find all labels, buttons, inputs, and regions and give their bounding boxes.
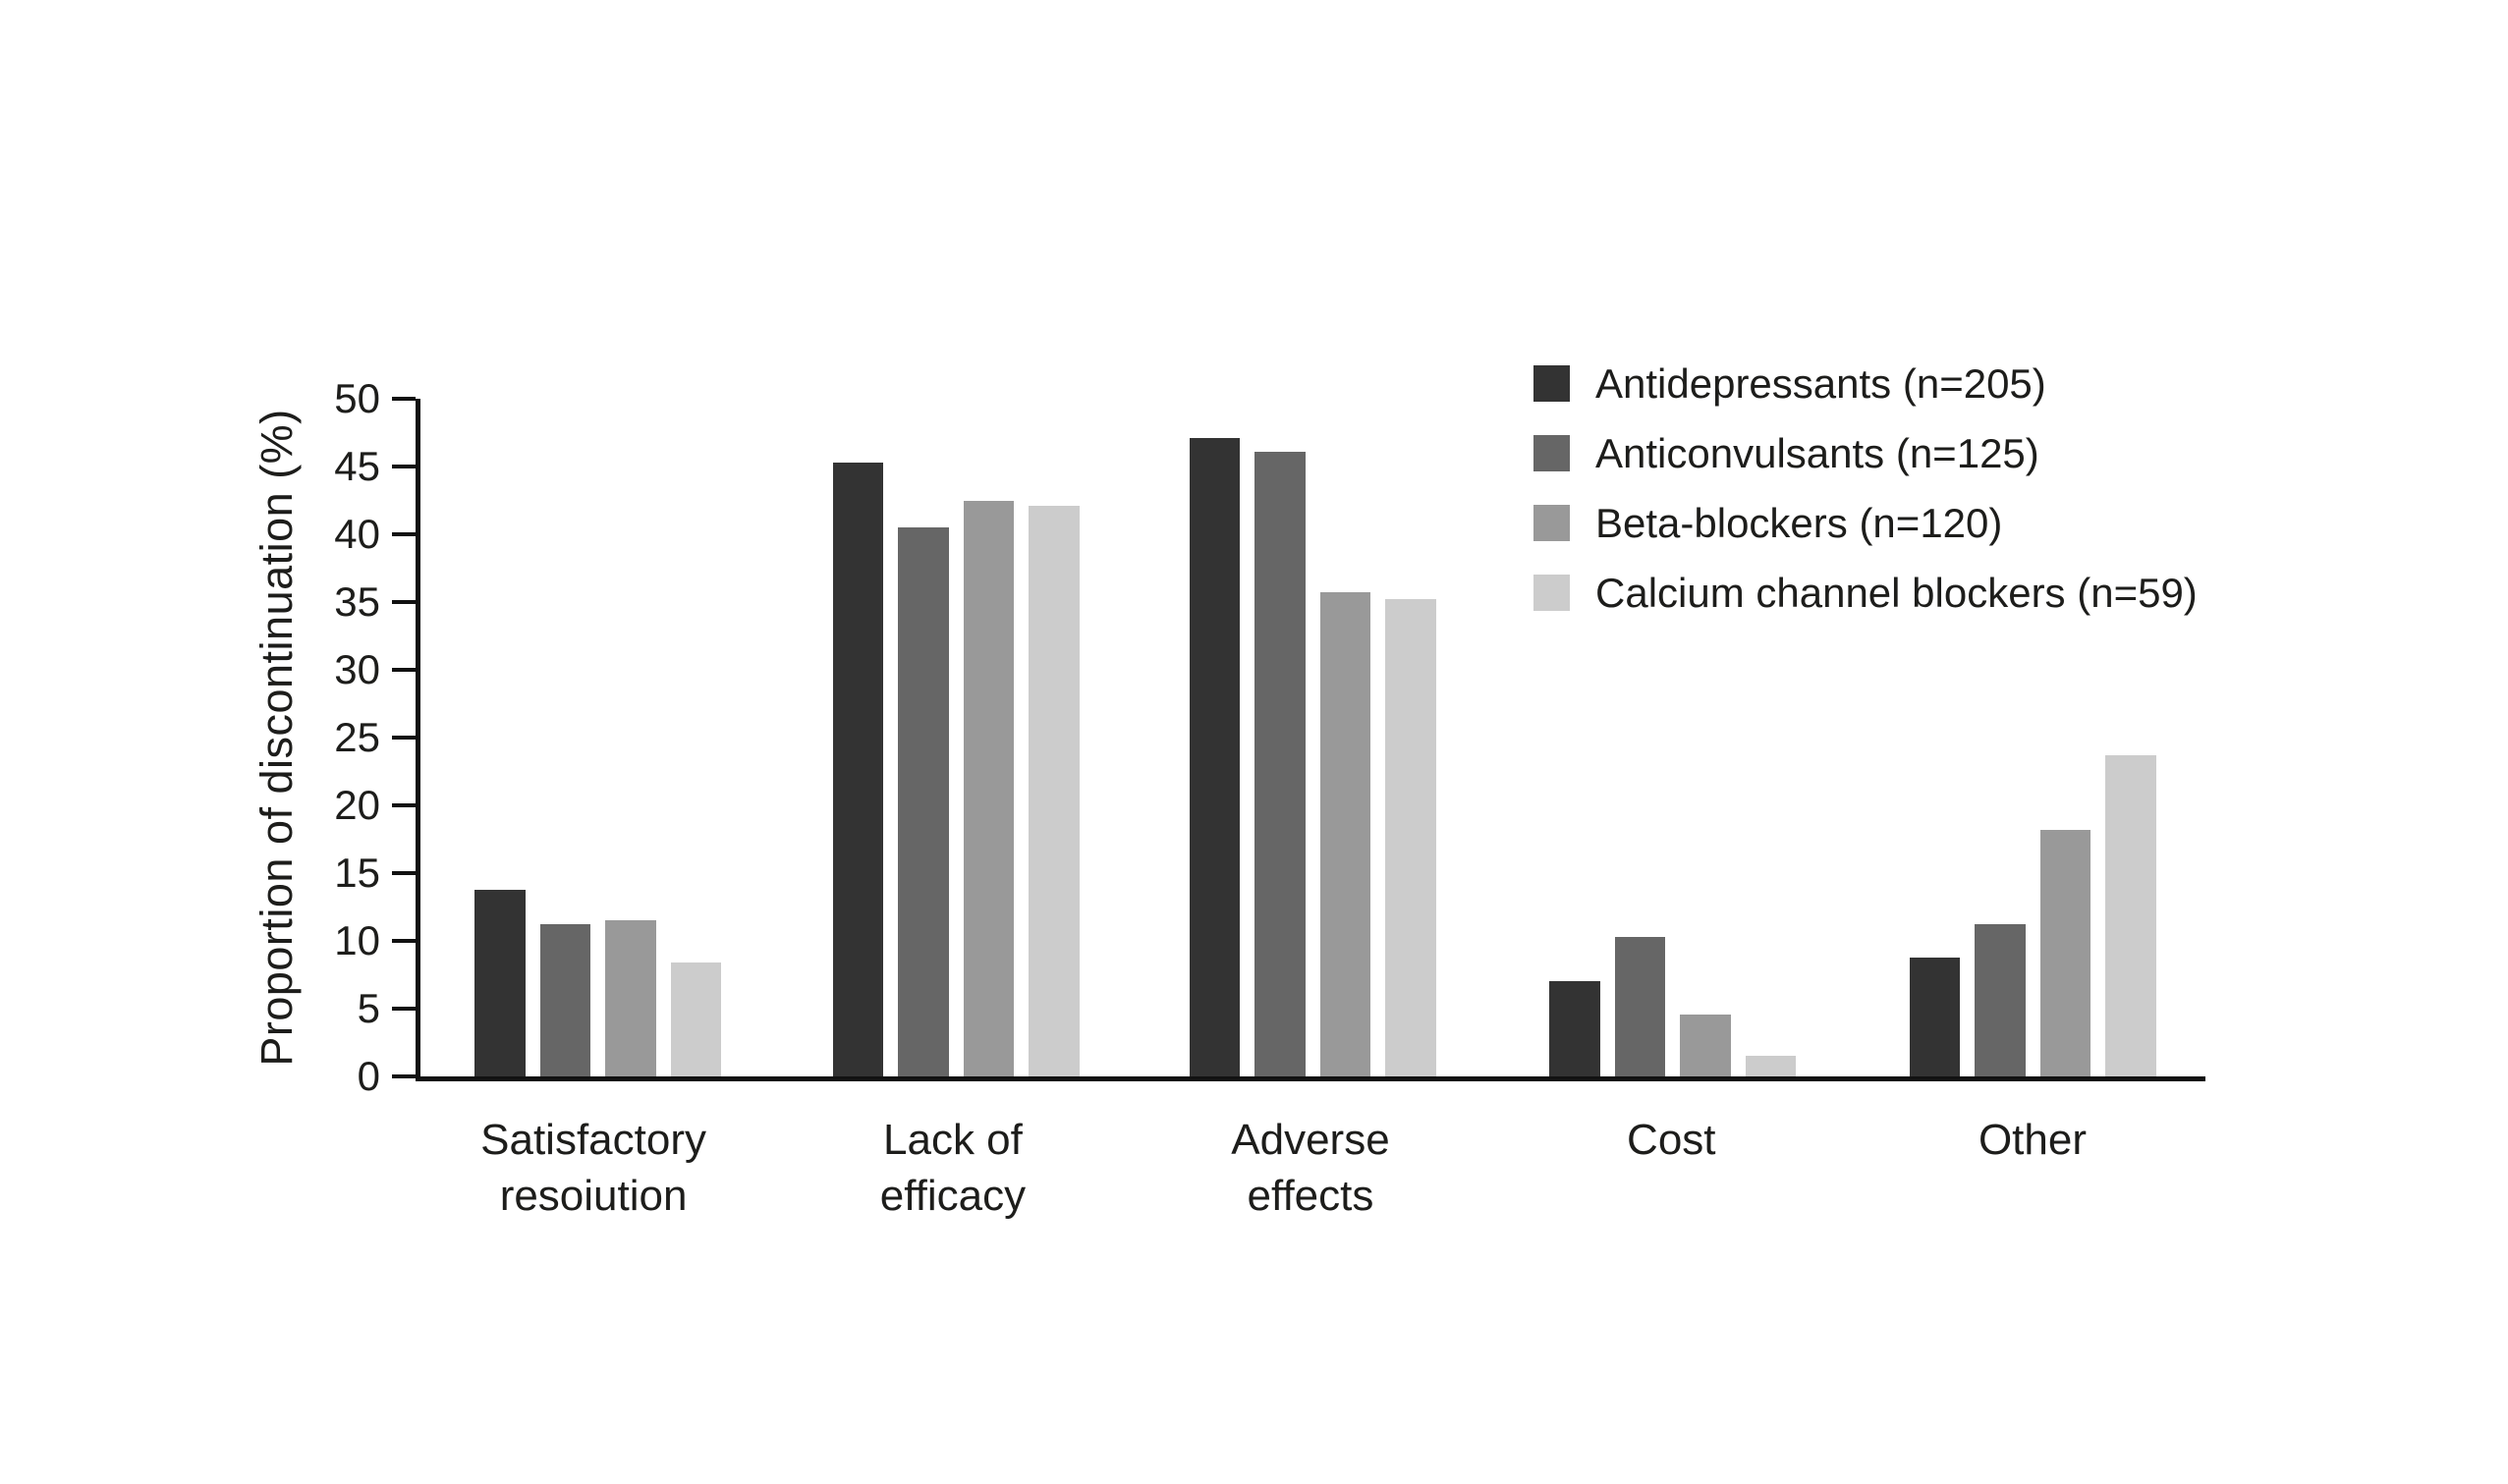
y-tick-mark (392, 532, 416, 536)
bar (2105, 754, 2156, 1076)
legend-swatch (1533, 575, 1570, 611)
bar (539, 924, 591, 1076)
y-tick-label: 15 (334, 850, 380, 896)
bar (898, 527, 949, 1076)
legend-swatch (1533, 435, 1570, 471)
bar (1254, 451, 1306, 1076)
bar (1975, 924, 2026, 1076)
y-tick-label: 10 (334, 917, 380, 963)
bar-group (474, 399, 722, 1076)
x-axis-label: Lack of efficacy (879, 1116, 1027, 1221)
y-tick-mark (392, 736, 416, 740)
y-tick-mark (392, 803, 416, 807)
x-axis-labels: Satisfactory resoiution Lack of efficacy A… (416, 1112, 2205, 1269)
y-tick-label: 30 (334, 646, 380, 692)
x-axis-label: Other (1978, 1116, 2087, 1164)
y-tick-label: 45 (334, 443, 380, 489)
legend-row: Anticonvulsants (n=125) (1533, 430, 2198, 476)
bar (1680, 1014, 1731, 1076)
legend-row: Antidepressants (n=205) (1533, 360, 2198, 407)
legend-label: Antidepressants (n=205) (1595, 359, 2046, 407)
legend-swatch (1533, 505, 1570, 541)
bar-group (1189, 399, 1436, 1076)
plot-area: 0 5 10 15 20 25 30 35 40 45 50 (334, 378, 2205, 1097)
legend: Antidepressants (n=205) Anticonvulsants (… (1533, 360, 2198, 644)
bar (1745, 1056, 1797, 1076)
legend-label: Anticonvulsants (n=125) (1595, 429, 2039, 476)
bar (605, 920, 656, 1076)
y-tick-label: 40 (334, 511, 380, 557)
x-axis-label: Cost (1627, 1116, 1716, 1164)
y-tick-mark (392, 465, 416, 468)
y-tick-mark (392, 871, 416, 875)
bar-group (832, 399, 1080, 1076)
legend-swatch (1533, 365, 1570, 402)
y-tick-mark (392, 1007, 416, 1011)
legend-row: Calcium channel blockers (n=59) (1533, 570, 2198, 616)
bar (1029, 506, 1080, 1076)
bar-group (1909, 399, 2156, 1076)
legend-row: Beta-blockers (n=120) (1533, 500, 2198, 546)
legend-label: Calcium channel blockers (n=59) (1595, 569, 2198, 616)
y-tick-mark (392, 1074, 416, 1078)
bar (1385, 599, 1436, 1076)
bar (1319, 592, 1371, 1076)
bar (1909, 957, 1961, 1076)
bar (474, 889, 526, 1076)
y-tick-mark (392, 939, 416, 943)
y-tick-mark (392, 668, 416, 672)
bar-group (1549, 399, 1797, 1076)
x-axis-label: Adverse effects (1231, 1116, 1390, 1221)
bar (1549, 981, 1600, 1076)
y-tick-mark (392, 600, 416, 604)
y-tick-label: 0 (357, 1053, 380, 1099)
y-tick-mark (392, 397, 416, 401)
y-tick-label: 25 (334, 714, 380, 760)
y-tick-label: 35 (334, 578, 380, 625)
bar (963, 500, 1015, 1076)
y-tick-label: 50 (334, 375, 380, 421)
bar (2039, 829, 2091, 1076)
y-tick-label: 20 (334, 782, 380, 828)
y-tick-label: 5 (357, 985, 380, 1031)
x-axis-label: Satisfactory resoiution (480, 1116, 707, 1221)
legend-label: Beta-blockers (n=120) (1595, 499, 2003, 546)
bar (1189, 438, 1241, 1076)
bar (670, 962, 722, 1076)
bar (832, 462, 884, 1076)
bar (1614, 936, 1666, 1076)
